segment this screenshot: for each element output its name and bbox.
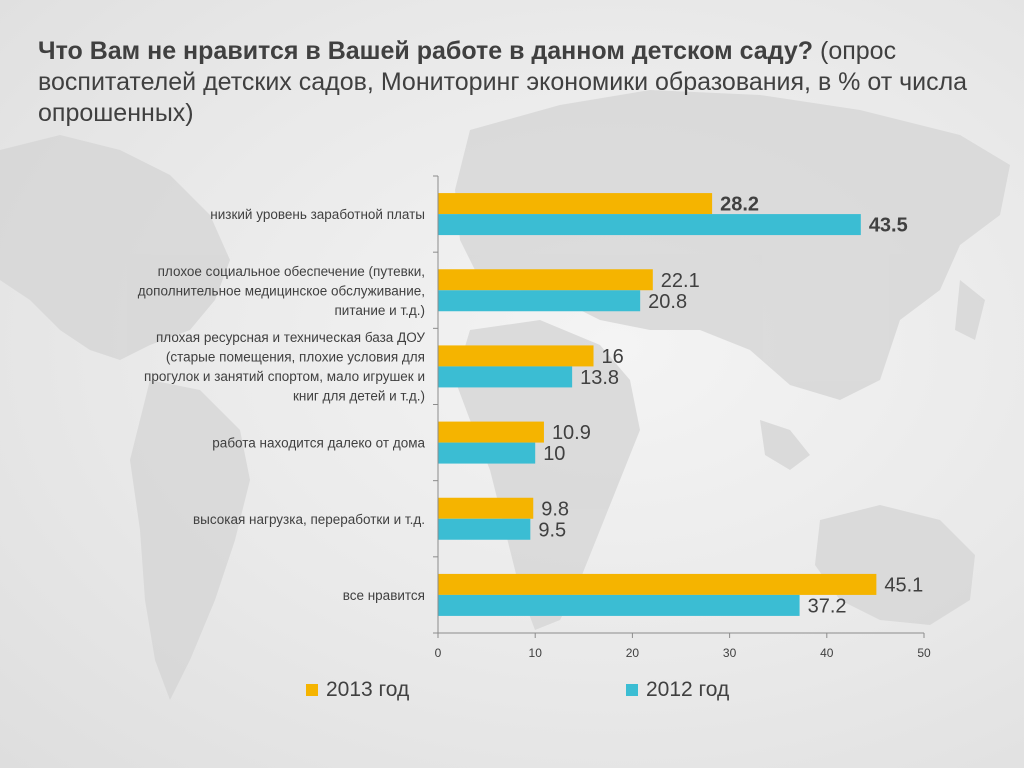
x-tick-label-2: 20 — [626, 646, 640, 660]
bar-2013-5 — [438, 573, 877, 595]
value-label-2013-4: 9.8 — [541, 498, 569, 520]
x-tick-label-3: 30 — [723, 646, 737, 660]
bar-2012-5 — [438, 594, 800, 616]
category-label-2-line-2: прогулок и занятий спортом, мало игрушек… — [144, 369, 425, 384]
category-label-5-line-0: все нравится — [343, 588, 425, 603]
legend-2012: 2012 год — [626, 678, 729, 702]
page-title: Что Вам не нравится в Вашей работе в дан… — [38, 36, 988, 129]
value-label-2013-5: 45.1 — [884, 574, 923, 596]
category-label-2-line-1: (старые помещения, плохие условия для — [166, 350, 425, 365]
legend-swatch-2012 — [626, 684, 638, 696]
bar-2013-4 — [438, 497, 534, 519]
category-label-1-line-0: плохое социальное обеспечение (путевки, — [158, 264, 425, 279]
value-label-2012-5: 37.2 — [808, 595, 847, 617]
x-tick-label-4: 40 — [820, 646, 834, 660]
value-label-2012-3: 10 — [543, 443, 565, 465]
bar-2012-3 — [438, 442, 536, 464]
value-label-2012-1: 20.8 — [648, 291, 687, 313]
legend-2013: 2013 год — [306, 678, 409, 702]
category-label-2-line-3: книг для детей и т.д.) — [293, 389, 425, 404]
legend-label-2012: 2012 год — [646, 678, 730, 701]
bar-2012-4 — [438, 518, 531, 540]
category-label-4-line-0: высокая нагрузка, переработки и т.д. — [193, 512, 425, 527]
x-tick-label-5: 50 — [917, 646, 931, 660]
x-tick-label-0: 0 — [435, 646, 442, 660]
value-label-2012-4: 9.5 — [538, 519, 566, 541]
bar-2012-0 — [438, 214, 861, 236]
bar-2012-2 — [438, 366, 573, 388]
category-label-3-line-0: работа находится далеко от дома — [212, 436, 425, 451]
bar-2013-0 — [438, 193, 713, 215]
category-label-1-line-2: питание и т.д.) — [335, 303, 426, 318]
value-label-2013-0: 28.2 — [720, 194, 759, 216]
value-label-2013-3: 10.9 — [552, 422, 591, 444]
category-label-0-line-0: низкий уровень заработной платы — [210, 207, 425, 222]
x-tick-label-1: 10 — [529, 646, 543, 660]
value-label-2013-1: 22.1 — [661, 270, 700, 292]
value-label-2013-2: 16 — [602, 346, 624, 368]
bar-2013-2 — [438, 345, 594, 367]
title-question: Что Вам не нравится в Вашей работе в дан… — [38, 37, 814, 65]
bar-2012-1 — [438, 290, 641, 312]
legend-swatch-2013 — [306, 684, 318, 696]
value-label-2012-2: 13.8 — [580, 367, 619, 389]
category-label-1-line-1: дополнительное медицинское обслуживание, — [138, 283, 425, 298]
category-label-2-line-0: плохая ресурсная и техническая база ДОУ — [156, 330, 425, 345]
bar-2013-1 — [438, 269, 653, 291]
value-label-2012-0: 43.5 — [869, 215, 908, 237]
bar-2013-3 — [438, 421, 544, 443]
title-subtitle: (опрос воспитателей детских садов, Монит… — [38, 37, 968, 127]
legend-label-2013: 2013 год — [326, 678, 410, 701]
